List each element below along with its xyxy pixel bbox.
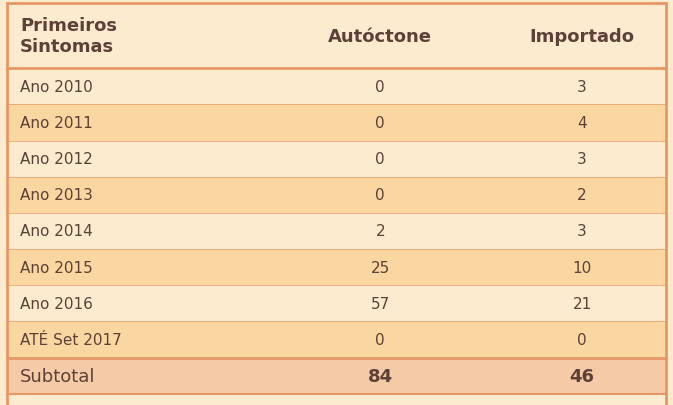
FancyBboxPatch shape [7, 394, 666, 405]
Text: Autóctone: Autóctone [328, 28, 432, 45]
Text: 25: 25 [371, 260, 390, 275]
Text: Ano 2014: Ano 2014 [20, 224, 93, 239]
FancyBboxPatch shape [7, 4, 666, 69]
Text: ATÉ Set 2017: ATÉ Set 2017 [20, 332, 122, 347]
Text: Ano 2016: Ano 2016 [20, 296, 93, 311]
Text: 4: 4 [577, 116, 587, 130]
FancyBboxPatch shape [7, 69, 666, 105]
Text: 0: 0 [376, 332, 385, 347]
Text: Primeiros
Sintomas: Primeiros Sintomas [20, 17, 117, 56]
Text: 21: 21 [573, 296, 592, 311]
Text: 46: 46 [569, 367, 595, 385]
Text: 10: 10 [573, 260, 592, 275]
Text: 0: 0 [376, 79, 385, 94]
Text: Ano 2013: Ano 2013 [20, 188, 93, 203]
Text: 130: 130 [563, 403, 601, 405]
Text: Ano 2015: Ano 2015 [20, 260, 93, 275]
Text: 3: 3 [577, 79, 587, 94]
FancyBboxPatch shape [7, 141, 666, 177]
Text: 2: 2 [376, 224, 385, 239]
Text: 84: 84 [367, 367, 393, 385]
FancyBboxPatch shape [7, 322, 666, 358]
Text: 3: 3 [577, 224, 587, 239]
FancyBboxPatch shape [7, 105, 666, 141]
FancyBboxPatch shape [7, 249, 666, 286]
Text: 2: 2 [577, 188, 587, 203]
Text: Ano 2011: Ano 2011 [20, 116, 93, 130]
FancyBboxPatch shape [7, 177, 666, 213]
Text: 0: 0 [376, 116, 385, 130]
FancyBboxPatch shape [7, 213, 666, 249]
Text: 57: 57 [371, 296, 390, 311]
Text: 0: 0 [376, 152, 385, 167]
FancyBboxPatch shape [7, 358, 666, 394]
Text: 0: 0 [577, 332, 587, 347]
Text: Importado: Importado [530, 28, 635, 45]
Text: Ano 2010: Ano 2010 [20, 79, 93, 94]
Text: 3: 3 [577, 152, 587, 167]
FancyBboxPatch shape [7, 286, 666, 322]
Text: TOTAL: TOTAL [20, 403, 77, 405]
Text: 0: 0 [376, 188, 385, 203]
Text: Ano 2012: Ano 2012 [20, 152, 93, 167]
Text: Subtotal: Subtotal [20, 367, 96, 385]
